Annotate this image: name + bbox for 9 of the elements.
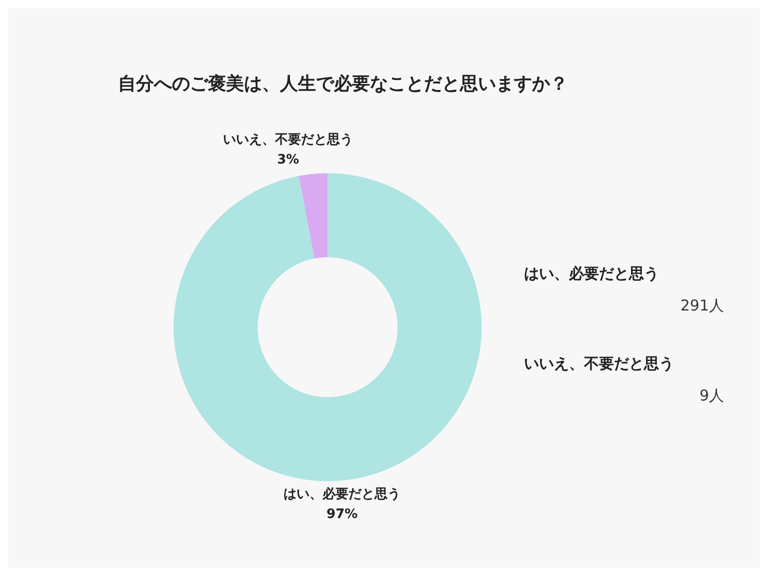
slice-label: はい、必要だと思う (524, 264, 659, 282)
category-label: いいえ、不要だと思う (524, 354, 674, 372)
text: 291人 (680, 296, 724, 314)
slice-label: いいえ、不要だと思う (223, 132, 354, 148)
text: 9人 (699, 386, 724, 404)
chart-title: 自分へのご褒美は、人生で必要なことだと思いますか？ (118, 74, 568, 94)
data-label: 3% (277, 152, 300, 168)
slice-label: はい、必要だと思う (284, 486, 401, 502)
data-label: 97% (326, 507, 358, 522)
